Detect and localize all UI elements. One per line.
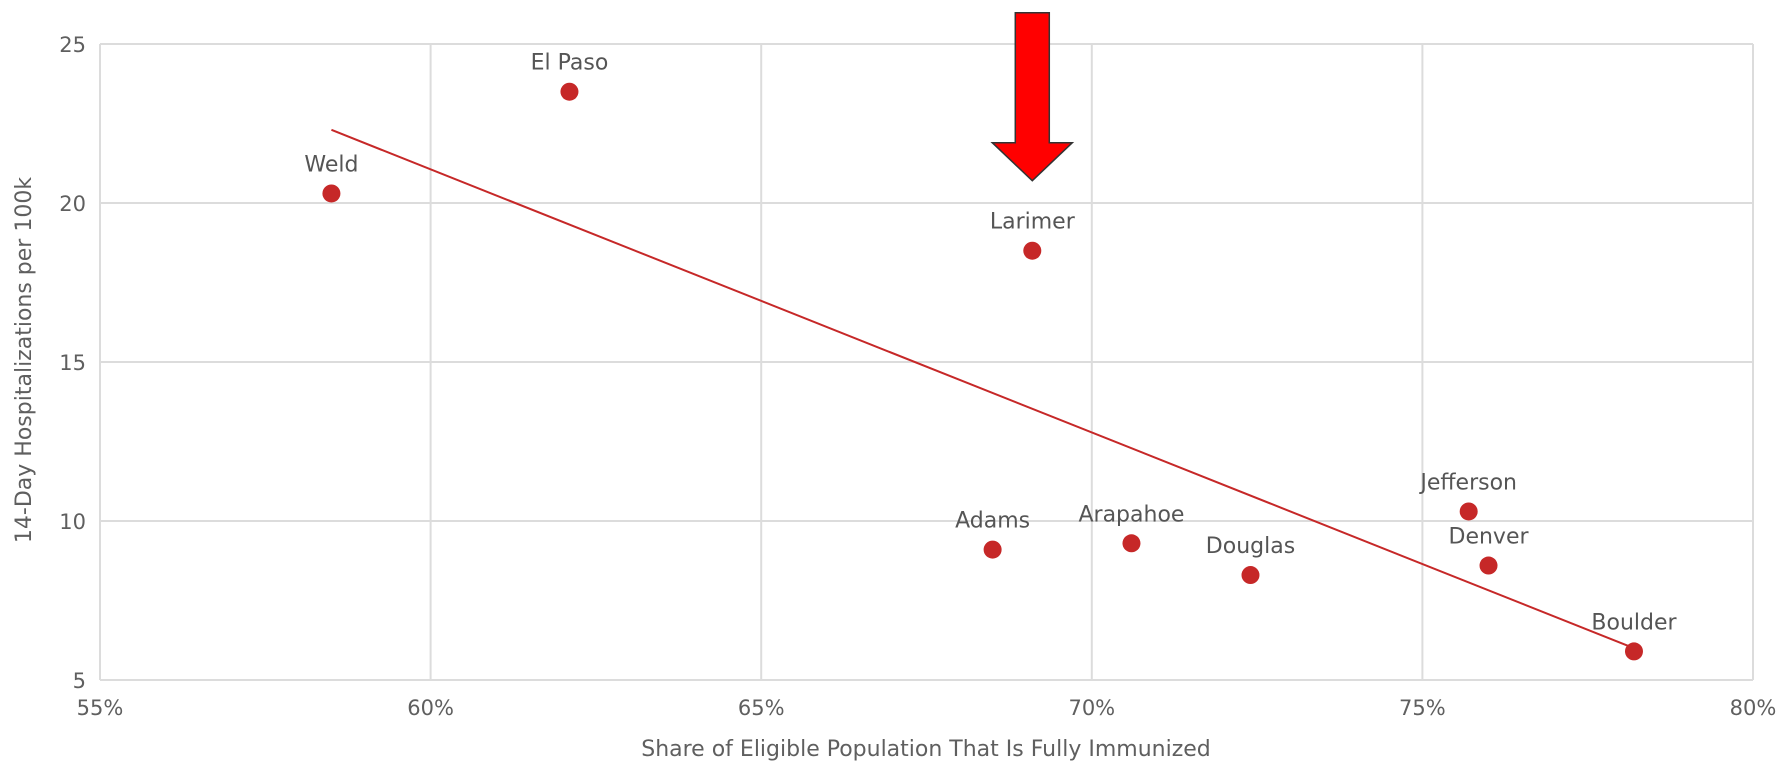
trendline <box>331 130 1634 648</box>
trendline-group <box>331 130 1634 648</box>
y-tick-label: 15 <box>59 351 86 375</box>
data-point <box>322 184 340 202</box>
y-tick-label: 25 <box>59 33 86 57</box>
grid <box>100 44 1753 680</box>
x-tick-label: 65% <box>738 696 785 720</box>
data-point <box>984 541 1002 559</box>
point-label: Adams <box>955 509 1030 534</box>
data-point <box>1480 557 1498 575</box>
point-label: Larimer <box>990 210 1076 235</box>
point-label: Douglas <box>1206 534 1295 559</box>
point-label: Boulder <box>1591 610 1677 635</box>
x-tick-label: 60% <box>407 696 454 720</box>
data-point <box>1023 242 1041 260</box>
data-point <box>1122 534 1140 552</box>
point-label: Denver <box>1449 525 1530 550</box>
point-label: El Paso <box>531 51 609 76</box>
tick-labels: 5 10 15 20 25 55% 60% 65% 70% 75% 80% <box>59 33 1776 720</box>
data-point <box>1460 502 1478 520</box>
annotation-arrow-group <box>992 13 1072 181</box>
annotation-arrow <box>992 13 1072 181</box>
y-axis-title: 14-Day Hospitalizations per 100k <box>12 177 37 543</box>
x-tick-label: 75% <box>1399 696 1446 720</box>
y-tick-label: 20 <box>59 192 86 216</box>
data-point <box>1625 642 1643 660</box>
x-tick-label: 80% <box>1730 696 1777 720</box>
data-point <box>560 83 578 101</box>
x-tick-label: 55% <box>77 696 124 720</box>
point-label: Jefferson <box>1418 470 1517 495</box>
x-tick-label: 70% <box>1068 696 1115 720</box>
point-label: Arapahoe <box>1078 502 1184 527</box>
y-tick-label: 5 <box>73 669 86 693</box>
data-point <box>1241 566 1259 584</box>
y-tick-label: 10 <box>59 510 86 534</box>
x-axis-title: Share of Eligible Population That Is Ful… <box>641 737 1211 762</box>
point-label: Weld <box>304 152 358 177</box>
